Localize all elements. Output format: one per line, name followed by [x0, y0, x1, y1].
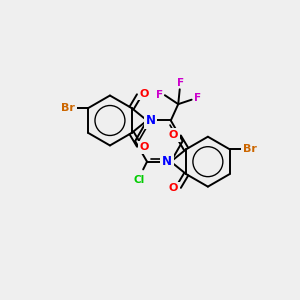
Text: N: N [146, 114, 156, 127]
Text: F: F [177, 78, 184, 88]
Text: O: O [140, 89, 149, 99]
Text: Br: Br [61, 103, 75, 113]
Text: O: O [169, 130, 178, 140]
Text: O: O [169, 130, 178, 140]
Text: Br: Br [243, 144, 257, 154]
Text: N: N [162, 155, 172, 168]
Text: O: O [140, 142, 149, 152]
Text: Br: Br [243, 144, 257, 154]
Text: N: N [146, 114, 156, 127]
Text: Cl: Cl [134, 175, 145, 185]
Text: N: N [162, 155, 172, 168]
Text: O: O [169, 183, 178, 194]
Text: O: O [140, 142, 149, 152]
Text: Br: Br [61, 103, 75, 113]
Text: O: O [140, 89, 149, 99]
Text: O: O [169, 183, 178, 194]
Text: F: F [156, 90, 163, 100]
Text: F: F [194, 93, 201, 103]
